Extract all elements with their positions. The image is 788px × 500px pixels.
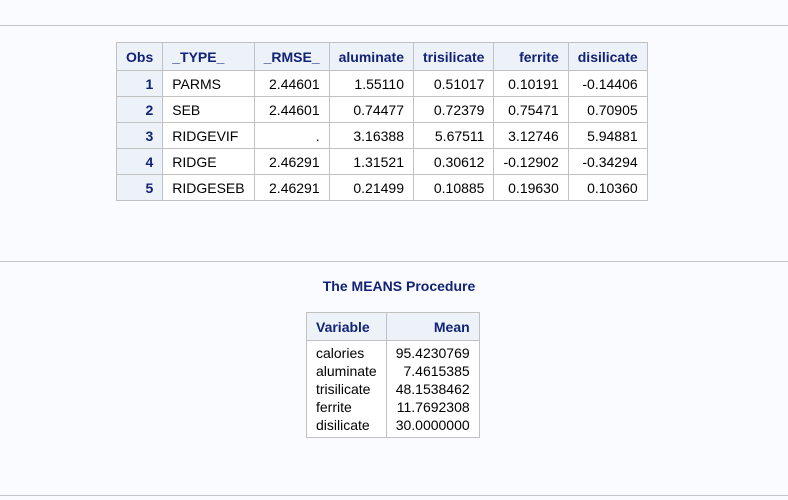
variable-name: ferrite (316, 399, 352, 415)
table-row: 1 PARMS 2.44601 1.55110 0.51017 0.10191 … (115, 70, 648, 97)
col-header-trisilicate: trisilicate (412, 42, 495, 71)
cell-obs: 1 (115, 70, 164, 97)
cell-disilicate: 0.10360 (567, 174, 648, 201)
col-header-disilicate: disilicate (567, 42, 648, 71)
procedure-title: The MEANS Procedure (322, 278, 476, 294)
variable-name: calories (316, 345, 365, 361)
mean-list: 95.4230769 7.4615385 48.1538462 11.76923… (385, 340, 480, 438)
cell-aluminate: 3.16388 (328, 122, 414, 149)
cell-ferrite: 0.75471 (493, 96, 569, 123)
cell-rmse: 2.44601 (253, 96, 330, 123)
col-header-mean: Mean (385, 312, 480, 341)
cell-aluminate: 0.21499 (328, 174, 414, 201)
cell-rmse: 2.46291 (253, 148, 330, 175)
cell-type: PARMS (162, 70, 255, 97)
col-header-ferrite: ferrite (493, 42, 569, 71)
cell-rmse: 2.46291 (253, 174, 330, 201)
table-row: 3 RIDGEVIF . 3.16388 5.67511 3.12746 5.9… (115, 122, 648, 149)
col-header-rmse: _RMSE_ (253, 42, 330, 71)
cell-obs: 3 (115, 122, 164, 149)
variable-name: trisilicate (316, 381, 371, 397)
cell-aluminate: 1.55110 (328, 70, 414, 97)
cell-trisilicate: 0.72379 (412, 96, 495, 123)
cell-obs: 5 (115, 174, 164, 201)
mean-value: 7.4615385 (403, 363, 470, 379)
cell-trisilicate: 0.10885 (412, 174, 495, 201)
cell-trisilicate: 0.51017 (412, 70, 495, 97)
means-table: Variable Mean calories aluminate trisili… (306, 312, 480, 438)
variable-list: calories aluminate trisilicate ferrite d… (306, 340, 387, 438)
cell-trisilicate: 5.67511 (412, 122, 495, 149)
cell-type: SEB (162, 96, 255, 123)
cell-disilicate: 5.94881 (567, 122, 648, 149)
mean-value: 95.4230769 (395, 345, 470, 361)
cell-ferrite: 3.12746 (493, 122, 569, 149)
table-row: 4 RIDGE 2.46291 1.31521 0.30612 -0.12902… (115, 148, 648, 175)
cell-obs: 4 (115, 148, 164, 175)
col-header-variable: Variable (306, 312, 387, 341)
top-divider (0, 25, 788, 26)
cell-disilicate: 0.70905 (567, 96, 648, 123)
cell-obs: 2 (115, 96, 164, 123)
mean-value: 30.0000000 (395, 417, 470, 433)
table-row: 5 RIDGESEB 2.46291 0.21499 0.10885 0.196… (115, 174, 648, 201)
cell-type: RIDGESEB (162, 174, 255, 201)
cell-type: RIDGEVIF (162, 122, 255, 149)
cell-ferrite: 0.10191 (493, 70, 569, 97)
cell-rmse: 2.44601 (253, 70, 330, 97)
cell-disilicate: -0.14406 (567, 70, 648, 97)
cell-trisilicate: 0.30612 (412, 148, 495, 175)
table-header-row: Obs _TYPE_ _RMSE_ aluminate trisilicate … (115, 42, 648, 71)
mean-value: 48.1538462 (395, 381, 470, 397)
variable-name: aluminate (316, 363, 377, 379)
cell-type: RIDGE (162, 148, 255, 175)
cell-ferrite: -0.12902 (493, 148, 569, 175)
parameter-estimates-table: Obs _TYPE_ _RMSE_ aluminate trisilicate … (115, 42, 648, 201)
col-header-type: _TYPE_ (162, 42, 255, 71)
cell-disilicate: -0.34294 (567, 148, 648, 175)
col-header-aluminate: aluminate (328, 42, 414, 71)
cell-aluminate: 1.31521 (328, 148, 414, 175)
col-header-obs: Obs (115, 42, 164, 71)
variable-name: disilicate (316, 417, 370, 433)
cell-rmse: . (253, 122, 330, 149)
means-header-row: Variable Mean (306, 312, 480, 341)
cell-ferrite: 0.19630 (493, 174, 569, 201)
mean-value: 11.7692308 (396, 399, 470, 415)
section-divider (0, 261, 788, 262)
cell-aluminate: 0.74477 (328, 96, 414, 123)
table-row: 2 SEB 2.44601 0.74477 0.72379 0.75471 0.… (115, 96, 648, 123)
means-row: calories aluminate trisilicate ferrite d… (306, 340, 480, 438)
bottom-divider (0, 495, 788, 496)
